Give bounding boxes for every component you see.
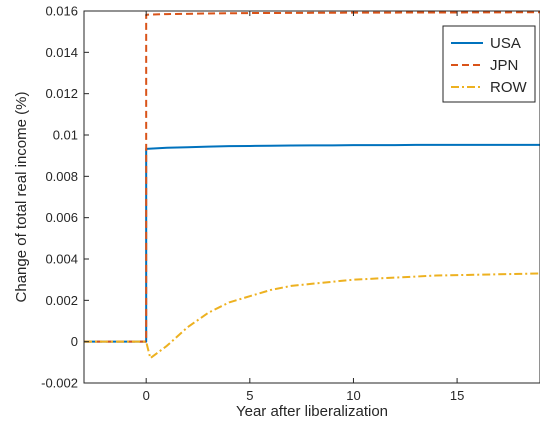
y-axis-label: Change of total real income (%)	[13, 92, 30, 303]
series-line-row	[84, 272, 540, 360]
legend-label-row: ROW	[490, 79, 528, 96]
y-tick-label: 0	[71, 334, 78, 349]
legend-label-usa: USA	[490, 35, 521, 52]
y-tick-label: 0.008	[45, 169, 78, 184]
y-tick-label: -0.002	[41, 376, 78, 391]
series-layer	[84, 11, 540, 360]
y-tick-label: 0.006	[45, 210, 78, 225]
x-tick-label: 10	[346, 388, 360, 403]
y-tick-label: 0.004	[45, 252, 78, 267]
plot-area-frame	[83, 10, 540, 384]
y-tick-label: 0.016	[45, 4, 78, 19]
legend-label-jpn: JPN	[490, 57, 518, 74]
series-line-jpn	[84, 11, 540, 343]
y-tick-label: 0.014	[45, 45, 78, 60]
x-tick-label: 0	[143, 388, 150, 403]
legend: USA JPN ROW	[442, 25, 536, 103]
axis-ticks: 0 5 10 15 -0.002 0 0.002 0.004 0.006 0.008 0.01 0.0…	[41, 4, 464, 404]
y-tick-label: 0.002	[45, 293, 78, 308]
legend-box	[442, 25, 536, 103]
y-tick-label: 0.01	[53, 128, 78, 143]
y-tick-label: 0.012	[45, 86, 78, 101]
x-tick-label: 5	[246, 388, 253, 403]
series-line-usa	[84, 143, 540, 343]
x-tick-label: 15	[450, 388, 464, 403]
x-axis-label: Year after liberalization	[236, 403, 388, 420]
